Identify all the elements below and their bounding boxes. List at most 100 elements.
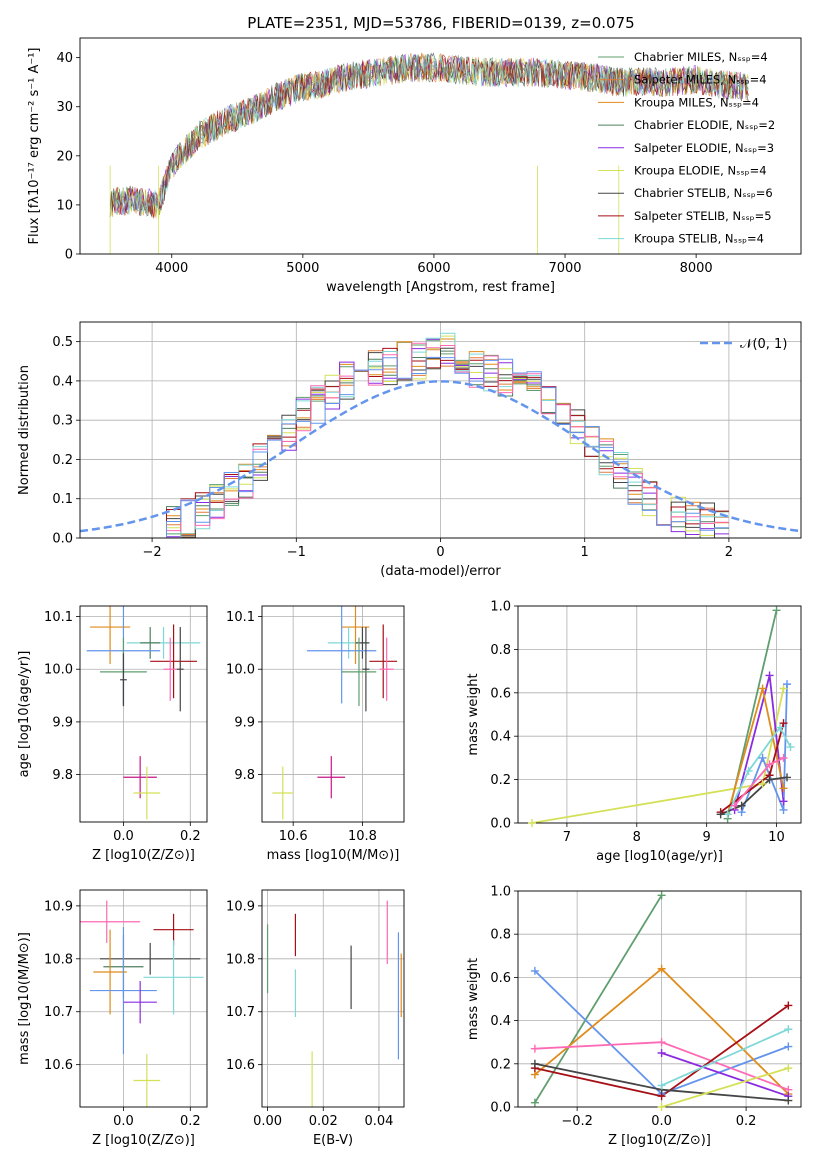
y-tick-label: 9.8 (52, 768, 73, 783)
legend-label: Chabrier ELODIE, Nₛₛₚ=2 (634, 118, 775, 132)
y-tick-label: 0.4 (490, 730, 511, 745)
mass-weight-marker (776, 723, 785, 732)
mass-weight-marker (530, 966, 539, 975)
legend-label: Salpeter ELODIE, Nₛₛₚ=3 (634, 141, 774, 155)
y-axis-label: Flux [fλ10⁻¹⁷ erg cm⁻² s⁻¹ A⁻¹] (27, 48, 42, 245)
legend-label: Kroupa ELODIE, Nₛₛₚ=4 (634, 164, 767, 178)
x-tick-label: 0.00 (253, 1114, 282, 1129)
y-tick-label: 0.4 (52, 374, 73, 389)
mass-weight-marker (779, 805, 788, 814)
age-vs-mass-plot-area (272, 606, 398, 820)
x-tick-label: 0.2 (736, 1114, 757, 1129)
spectrum-plot-area (109, 52, 749, 254)
mass-weight-marker (723, 810, 732, 819)
mass-weight-marker (530, 1059, 539, 1068)
age-vs-Z-frame (79, 605, 208, 823)
y-tick-label: 10.1 (226, 610, 255, 625)
figure-title: PLATE=2351, MJD=53786, FIBERID=0139, z=0… (247, 14, 634, 32)
spectrum-line (109, 54, 749, 217)
y-tick-label: 0.3 (52, 414, 73, 429)
mass-vs-Z-frame (79, 889, 208, 1108)
x-tick-label: 0.0 (113, 829, 134, 844)
x-tick-label: 4000 (155, 261, 188, 276)
x-tick-label: 2 (725, 545, 733, 560)
residuals-plot-area (80, 332, 801, 538)
y-tick-label: 0.8 (490, 928, 511, 943)
mass-weight-marker (784, 1064, 793, 1073)
mass-weight-vs-Z-panel: −0.2 0.0 0.2 0.0 0.2 0.4 0.6 0.8 1.0 Z [log10(Z/Z… (466, 885, 802, 1148)
y-tick-label: 0.6 (490, 971, 511, 986)
mass-weight-line (661, 1052, 789, 1098)
mass-weight-marker (784, 1096, 793, 1105)
y-tick-label: 30 (56, 100, 73, 115)
y-tick-label: 1.0 (490, 600, 511, 615)
mass-weight-marker (783, 680, 792, 689)
x-tick-label: 0.0 (651, 1114, 672, 1129)
mass-weight-marker (786, 743, 795, 752)
mass-weight-marker (779, 684, 788, 693)
legend-label: Chabrier MILES, Nₛₛₚ=4 (634, 50, 768, 64)
y-tick-label: 0.5 (52, 335, 73, 350)
x-tick-label: 1 (581, 545, 589, 560)
mass-weight-marker (657, 1081, 666, 1090)
x-tick-label: 0.2 (180, 829, 201, 844)
y-tick-label: 10.7 (44, 1005, 73, 1020)
y-tick-label: 0.4 (490, 1014, 511, 1029)
mass-vs-ebv-plot-area (266, 900, 402, 1107)
x-tick-label: 10.6 (279, 829, 308, 844)
x-tick-label: 0.02 (309, 1114, 338, 1129)
mass-weight-marker (530, 1098, 539, 1107)
y-tick-label: 10.6 (44, 1058, 73, 1073)
spectrum-line (109, 55, 749, 220)
age-vs-mass-frame (261, 605, 405, 823)
y-tick-label: 10.9 (44, 899, 73, 914)
x-tick-label: 5000 (286, 261, 319, 276)
histogram-step (152, 356, 729, 538)
mass-weight-marker (783, 773, 792, 782)
age-vs-mass-panel: 10.6 10.8 9.8 9.9 10.0 10.1 mass [log10(M/M⊙)] (226, 605, 405, 863)
y-tick-label: 10.7 (226, 1005, 255, 1020)
mass-weight-marker (779, 784, 788, 793)
x-tick-label: 0 (436, 545, 444, 560)
mass-weight-marker (758, 753, 767, 762)
y-tick-label: 0.1 (52, 492, 73, 507)
mass-weight-marker (730, 801, 739, 810)
mass-weight-marker (765, 775, 774, 784)
y-tick-label: 10.8 (44, 952, 73, 967)
x-axis-label: mass [log10(M/M⊙)] (267, 848, 400, 863)
y-tick-label: 0.0 (52, 532, 73, 547)
mass-weight-marker (765, 760, 774, 769)
y-tick-label: 10.1 (44, 610, 73, 625)
mass-weight-line (726, 725, 792, 815)
y-axis-label: Normed distribution (17, 365, 32, 495)
gaussian-reference-curve (80, 380, 801, 533)
spectrum-line (109, 54, 749, 219)
legend-label: Kroupa MILES, Nₛₛₚ=4 (634, 95, 759, 109)
x-axis-label: age [log10(age/yr)] (596, 849, 723, 864)
x-tick-label: −2 (143, 545, 162, 560)
y-tick-label: 20 (56, 149, 73, 164)
x-tick-label: 6000 (417, 261, 450, 276)
y-tick-label: 9.9 (234, 715, 255, 730)
y-tick-label: 10 (56, 198, 73, 213)
legend-label: Chabrier STELIB, Nₛₛₚ=6 (634, 186, 773, 200)
y-axis-label: mass [log10(M/M⊙)] (17, 932, 32, 1065)
y-tick-label: 0 (65, 248, 73, 263)
mass-weight-marker (784, 1042, 793, 1051)
mass-weight-marker (657, 1103, 666, 1111)
x-tick-label: 7000 (548, 261, 581, 276)
y-tick-label: 0.2 (52, 453, 73, 468)
x-tick-label: 10 (768, 830, 785, 845)
mass-weight-marker (657, 964, 666, 973)
x-tick-label: 0.2 (180, 1114, 201, 1129)
y-axis-label: age [log10(age/yr)] (17, 651, 32, 778)
y-tick-label: 0.8 (490, 643, 511, 658)
mass-weight-vs-age-panel: 7 8 9 10 0.0 0.2 0.4 0.6 0.8 1.0 age [log10(age/yr… (466, 600, 802, 864)
y-tick-label: 0.6 (490, 686, 511, 701)
mass-weight-vs-age-frame (517, 605, 802, 824)
x-axis-label: Z [log10(Z/Z⊙)] (92, 1133, 195, 1148)
mass-weight-marker (530, 1044, 539, 1053)
x-axis-label: wavelength [Angstrom, rest frame] (326, 280, 555, 295)
y-axis-label: mass weight (466, 673, 481, 755)
